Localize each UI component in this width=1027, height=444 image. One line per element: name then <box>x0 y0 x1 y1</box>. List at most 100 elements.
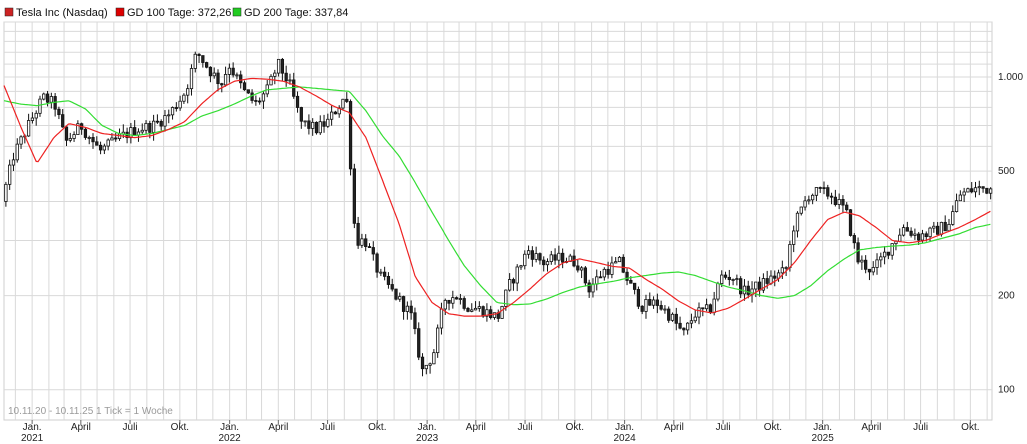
candle-body <box>307 120 311 129</box>
candle-body <box>42 93 46 100</box>
candle-body <box>905 227 909 232</box>
candle-body <box>405 305 410 312</box>
candle-body <box>970 188 974 193</box>
candle-body <box>576 265 580 271</box>
candle-body <box>572 255 576 267</box>
candle-body <box>68 138 72 141</box>
candle-body <box>458 298 463 300</box>
x-tick-label: Jan. <box>418 422 437 433</box>
candle-body <box>860 259 864 263</box>
candle-body <box>845 204 849 211</box>
candle-body <box>87 137 91 139</box>
candle-body <box>909 230 913 236</box>
candle-body <box>239 74 243 84</box>
x-tick-label: Okt. <box>171 422 189 433</box>
candle-body <box>754 281 758 290</box>
candle-body <box>489 309 493 318</box>
candle-body <box>30 117 35 121</box>
candle-body <box>189 68 194 90</box>
candle-body <box>644 299 648 312</box>
candle-body <box>295 95 300 108</box>
candle-body <box>57 108 61 116</box>
candle-body <box>163 115 167 127</box>
x-year-label: 2025 <box>812 433 835 444</box>
candle-body <box>932 225 936 229</box>
candle-body <box>803 200 807 208</box>
candle-body <box>326 118 330 127</box>
candle-body <box>379 271 383 274</box>
candle-body <box>595 276 599 285</box>
candle-body <box>102 145 107 151</box>
y-tick-label: 100 <box>998 385 1015 396</box>
candle-body <box>951 211 955 225</box>
candle-body <box>299 107 303 122</box>
x-tick-label: April <box>71 422 91 433</box>
candle-body <box>140 129 144 133</box>
candle-body <box>549 254 553 262</box>
candle-body <box>148 123 152 133</box>
candle-body <box>83 128 88 138</box>
candle-body <box>822 187 826 190</box>
candle-body <box>61 114 65 128</box>
candle-body <box>973 187 978 193</box>
candle-body <box>205 62 209 68</box>
candle-body <box>852 235 856 244</box>
candle-body <box>360 238 364 246</box>
x-year-label: 2024 <box>613 433 636 444</box>
x-year-label: 2022 <box>219 433 242 444</box>
candle-body <box>454 297 459 300</box>
legend-gd100-label: GD 100 Tage: 372,26 <box>127 7 231 19</box>
candle-body <box>197 53 201 56</box>
candle-body <box>492 312 497 318</box>
candle-body <box>333 111 338 115</box>
candle-body <box>977 186 981 189</box>
candle-body <box>882 251 887 258</box>
candle-body <box>583 267 588 284</box>
candle-body <box>439 308 444 329</box>
candle-body <box>110 137 114 141</box>
candle-body <box>38 98 42 114</box>
candle-body <box>614 261 618 264</box>
x-tick-label: April <box>861 422 881 433</box>
candle-body <box>420 356 425 370</box>
candle-body <box>598 276 603 279</box>
y-tick-label: 500 <box>998 166 1015 177</box>
candle-body <box>962 191 966 196</box>
x-tick-label: Okt. <box>961 422 979 433</box>
candle-body <box>920 233 925 241</box>
candle-body <box>303 120 307 123</box>
candle-body <box>545 261 550 266</box>
x-tick-label: Jan. <box>220 422 239 433</box>
candle-body <box>708 304 713 313</box>
candle-body <box>871 267 875 273</box>
candle-body <box>632 282 637 290</box>
candle-body <box>924 233 928 238</box>
candle-body <box>345 98 349 102</box>
candle-body <box>314 121 319 134</box>
candle-body <box>811 194 815 201</box>
candle-body <box>890 243 894 256</box>
candle-body <box>348 101 353 170</box>
candle-body <box>174 107 178 109</box>
candle-body <box>292 79 296 97</box>
candle-body <box>383 271 387 277</box>
candle-body <box>761 278 766 291</box>
candle-body <box>818 187 822 189</box>
candle-body <box>273 72 277 77</box>
candle-body <box>413 312 417 330</box>
candle-body <box>114 137 118 140</box>
candle-body <box>329 111 334 120</box>
x-tick-label: Juli <box>320 422 335 433</box>
candle-body <box>814 187 819 196</box>
candle-body <box>689 320 694 324</box>
candle-body <box>151 120 156 133</box>
x-tick-label: Juli <box>913 422 928 433</box>
candle-body <box>966 188 970 193</box>
candle-body <box>989 188 993 194</box>
candle-body <box>841 199 845 206</box>
candle-body <box>542 259 546 266</box>
candle-body <box>712 298 716 313</box>
candle-body <box>269 75 273 86</box>
candle-body <box>561 252 565 263</box>
candle-body <box>606 268 610 275</box>
